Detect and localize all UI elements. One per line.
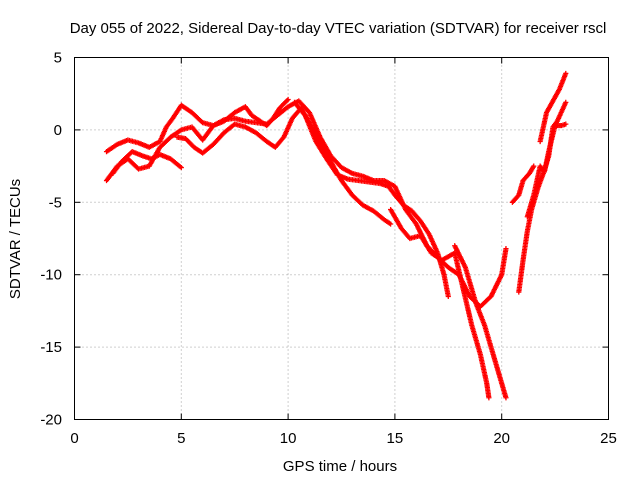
- y-tick-label: -15: [40, 339, 62, 356]
- data-point: [563, 121, 569, 127]
- data-point: [503, 246, 509, 252]
- series-track-2: [103, 98, 509, 310]
- series-track-9: [509, 163, 537, 205]
- plot-frame: [74, 57, 609, 420]
- data-point: [531, 163, 537, 169]
- x-tick-label: 10: [280, 430, 297, 447]
- x-tick-label: 15: [387, 430, 404, 447]
- data-point: [503, 395, 509, 401]
- x-tick-label: 25: [600, 430, 617, 447]
- data-point: [563, 99, 569, 105]
- y-tick-labels: 5 0 -5 -10 -15 -20: [40, 50, 62, 429]
- x-tick-label: 5: [177, 430, 185, 447]
- x-tick-label: 20: [493, 430, 510, 447]
- grid-lines: [74, 57, 609, 420]
- y-tick-label: -20: [40, 412, 62, 429]
- data-point: [445, 293, 451, 300]
- y-tick-label: -5: [49, 194, 62, 211]
- y-axis-label: SDTVAR / TECUs: [7, 179, 24, 299]
- data-point: [563, 70, 569, 77]
- series-track-3: [110, 149, 184, 176]
- chart-title: Day 055 of 2022, Sidereal Day-to-day VTE…: [70, 20, 607, 37]
- series-track-11: [537, 70, 569, 145]
- y-tick-label: -10: [40, 267, 62, 284]
- data-point: [388, 221, 394, 227]
- data-points: [103, 70, 569, 401]
- series-track-5: [291, 99, 451, 300]
- x-tick-labels: 0 5 10 15 20 25: [70, 430, 617, 447]
- y-tick-label: 5: [54, 50, 62, 67]
- data-point: [285, 96, 291, 103]
- y-tick-label: 0: [54, 122, 62, 139]
- series-track-10: [524, 121, 569, 220]
- series-track-6: [388, 206, 492, 401]
- x-axis-label: GPS time / hours: [283, 458, 397, 475]
- series-track-7: [452, 243, 509, 401]
- x-tick-label: 0: [70, 430, 78, 447]
- data-point: [486, 395, 492, 401]
- data-point: [178, 164, 184, 171]
